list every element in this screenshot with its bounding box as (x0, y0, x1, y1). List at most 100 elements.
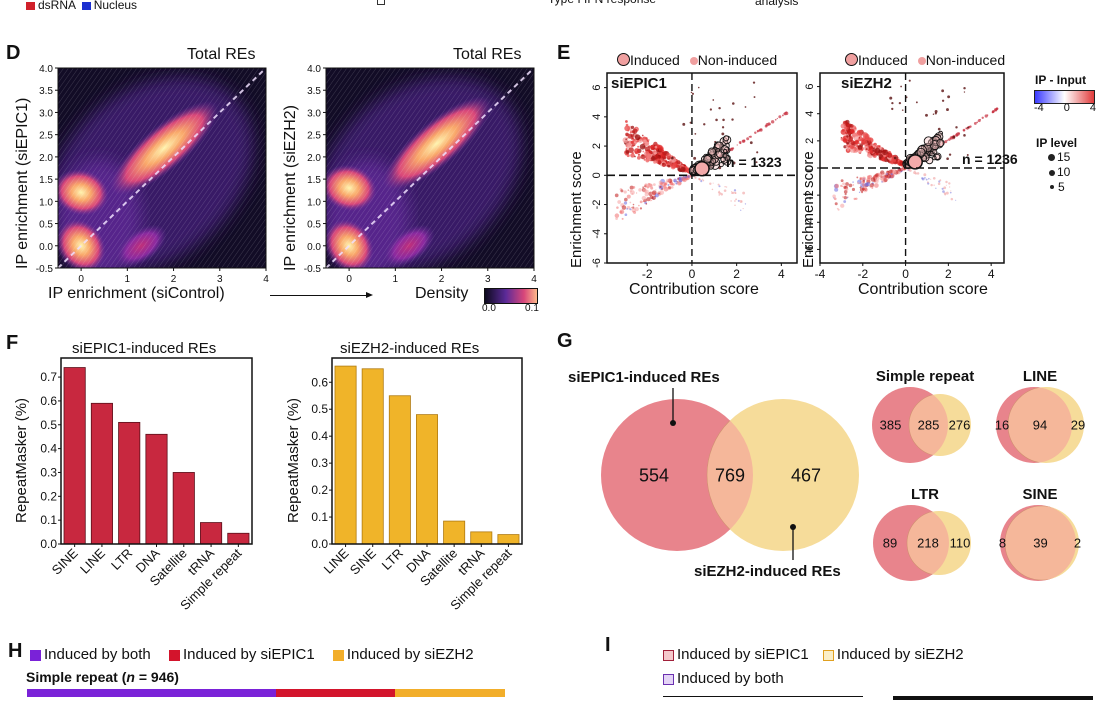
e-left-legend: Induced Non-induced (617, 52, 777, 68)
scatter-point (927, 182, 930, 185)
scatter-point (875, 173, 879, 177)
scatter-point (866, 153, 871, 158)
tick: 0 (1063, 102, 1070, 114)
scatter-point (840, 203, 845, 208)
panel-letter-h: H (8, 640, 23, 662)
ip-level-value: 10 (1057, 165, 1071, 179)
tick-label: 0 (346, 274, 352, 285)
scatter-point (861, 176, 866, 181)
scatter-point (733, 189, 737, 192)
panel-e: -6 -4 -2 0 2 4 6 -2 0 2 4 -6 -4 -2 0 2 4 6 -4 -2 0 2 4 (591, 72, 1005, 281)
e-left-ylabel: Enrichment score (568, 151, 585, 268)
scatter-point (719, 192, 722, 195)
scatter-point (886, 173, 892, 179)
tick-label: 3 (217, 274, 223, 285)
e-right-label: siEZH2 (841, 75, 892, 92)
scatter-point (645, 158, 650, 163)
venn-count-siezh2-only: 29 (1071, 418, 1085, 433)
venn-count-both: 218 (917, 536, 939, 551)
venn-count-both: 39 (1033, 536, 1047, 551)
scatter-point (667, 164, 670, 168)
scatter-point (735, 198, 738, 201)
scatter-point (832, 194, 836, 199)
scatter-point (935, 187, 937, 189)
tick-label: 6 (591, 85, 603, 91)
venn-edge (1004, 505, 1076, 581)
i-legend-row1: Induced by siEPIC1 Induced by siEZH2 (663, 646, 964, 663)
scatter-point (955, 199, 957, 201)
scatter-point (738, 141, 742, 144)
scatter-point (667, 180, 669, 183)
nucleus-swatch (81, 1, 91, 10)
scatter-point (880, 170, 885, 175)
density-colorbar-label: Density (415, 285, 469, 302)
scatter-point (756, 130, 759, 133)
venn-count-siezh2-only: 467 (791, 465, 821, 485)
scatter-point (963, 91, 966, 93)
scatter-point (966, 154, 969, 156)
density-plot-siezh2: -0.5 0.0 0.5 1.0 1.5 2.0 2.5 3.0 3.5 4.0 0 1 2 3 4 (304, 64, 537, 285)
scatter-point (908, 168, 912, 172)
scatter-point (833, 197, 837, 201)
scatter-point (742, 139, 746, 143)
scatter-point (866, 177, 871, 182)
tick-label: 2.0 (307, 153, 321, 164)
tick: -4 (1034, 102, 1044, 114)
venn-count-both: 285 (918, 418, 940, 433)
venn-circle-siepic1 (601, 399, 753, 551)
scatter-point (776, 117, 778, 120)
ip-level-value: 5 (1058, 180, 1065, 194)
scatter-point (620, 189, 624, 193)
i-plot-frame-right (893, 696, 1093, 700)
scatter-point (647, 145, 651, 148)
tick-label: 0.5 (311, 402, 328, 416)
scatter-point (864, 182, 869, 187)
h-segment-siepic1 (275, 689, 396, 697)
induced-point (722, 153, 728, 159)
callout-dot (670, 420, 676, 426)
scatter-point (632, 203, 635, 206)
scatter-point (631, 137, 634, 140)
scatter-point (956, 132, 960, 136)
scatter-point (943, 186, 947, 190)
scatter-point (642, 186, 644, 189)
scatter-point (723, 189, 727, 192)
scatter-point (840, 184, 843, 187)
legend-swatch-both (30, 649, 41, 661)
venn-count-siepic1-only: 8 (999, 536, 1006, 551)
scatter-siepic1: -6 -4 -2 0 2 4 6 -2 0 2 4 (591, 72, 798, 281)
tick-label: 0 (804, 165, 816, 171)
scatter-point (870, 150, 874, 154)
scatter-point (629, 201, 632, 204)
scatter-point (617, 200, 622, 204)
scatter-point (976, 121, 979, 124)
i-legend-siepic1: Induced by siEPIC1 (677, 646, 809, 663)
induced-point (916, 147, 926, 157)
e-right-legend: Induced Non-induced (845, 52, 1005, 68)
bar (388, 395, 411, 545)
scatter-point (715, 118, 718, 122)
scatter-point (659, 190, 665, 195)
panel-letter-f: F (6, 332, 19, 354)
venn-count-siepic1-only: 89 (883, 536, 897, 551)
scatter-point (740, 209, 742, 211)
scatter-point (930, 183, 933, 187)
ip-input-ticks: -4 0 4 (1034, 102, 1096, 114)
diagonal-line (326, 68, 534, 268)
scatter-point (673, 178, 677, 183)
tick-label: -6 (591, 258, 603, 268)
scatter-point (737, 199, 740, 202)
category-label: LINE (77, 545, 108, 576)
bar (334, 365, 357, 545)
scatter-point (867, 145, 874, 152)
scatter-point (881, 173, 884, 175)
tick-label: 2.0 (39, 153, 53, 164)
scatter-point (651, 195, 656, 200)
scatter-point (891, 107, 894, 111)
scatter-point (923, 173, 927, 177)
tick-label: -4 (815, 267, 826, 281)
i-legend-siezh2: Induced by siEZH2 (836, 646, 964, 663)
scatter-point (670, 185, 674, 189)
scatter-point (915, 101, 918, 104)
scatter-point (746, 137, 750, 141)
